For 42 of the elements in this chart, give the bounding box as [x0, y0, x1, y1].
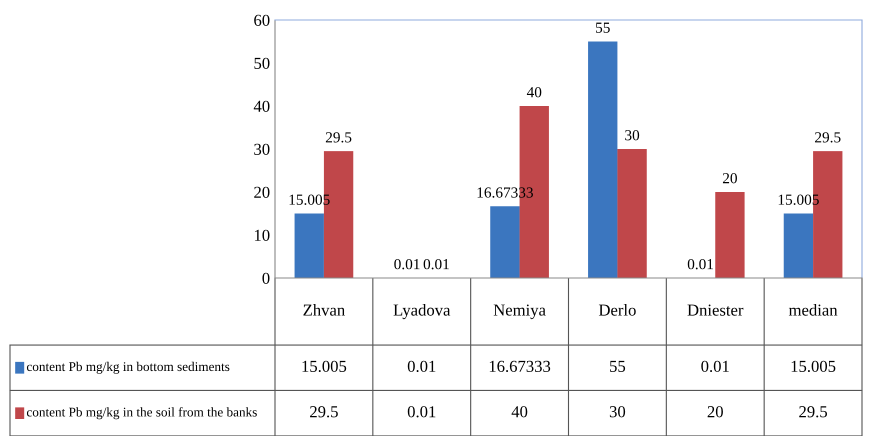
bar: [715, 192, 745, 278]
text: 0.01: [688, 258, 714, 270]
bar: [617, 149, 647, 278]
y-tick-label: 20: [254, 186, 270, 198]
data-label: 29.5: [799, 406, 828, 418]
x-tick-label: median: [788, 304, 838, 316]
bar: [588, 42, 618, 278]
y-tick-label: 30: [254, 144, 270, 155]
data-label: 55: [610, 360, 626, 372]
bar: [784, 213, 814, 278]
x-tick-label: Zhvan: [303, 304, 345, 316]
text: 29.5: [815, 132, 841, 143]
text: 29.5: [326, 132, 352, 143]
data-label: 15.005: [302, 360, 346, 372]
text: 0.01: [424, 258, 449, 270]
bar: [490, 206, 520, 278]
text: 30: [625, 130, 640, 140]
data-label: 30: [610, 406, 626, 418]
y-tick-label: 40: [254, 100, 270, 112]
x-tick-label: Nemiya: [494, 304, 546, 320]
data-label: 0.01: [408, 360, 436, 372]
y-tick-label: 50: [254, 58, 270, 69]
x-tick-label: Lyadova: [394, 304, 450, 320]
text: 40: [526, 87, 542, 98]
x-tick-label: Derlo: [598, 304, 636, 316]
legend-label: content Pb mg/kg in the soil from the banks: [26, 407, 257, 420]
data-label: 0.01: [408, 406, 436, 418]
legend-label: content Pb mg/kg in bottom sediments: [26, 362, 230, 374]
text: 55: [596, 22, 610, 33]
data-label: 15.005: [792, 360, 836, 372]
y-tick-label: 60: [254, 14, 270, 26]
text: 20: [722, 173, 737, 184]
x-tick-label: Dniester: [687, 304, 744, 316]
data-label: 40: [512, 406, 528, 418]
text: 0.01: [394, 258, 420, 270]
data-label: 29.5: [310, 406, 338, 418]
y-tick-label: 0: [262, 272, 270, 284]
data-label: 16.67333: [490, 360, 550, 372]
bar: [294, 213, 324, 278]
y-tick-label: 10: [254, 230, 270, 241]
data-label: 20: [708, 406, 723, 418]
data-label: 0.01: [701, 360, 729, 372]
